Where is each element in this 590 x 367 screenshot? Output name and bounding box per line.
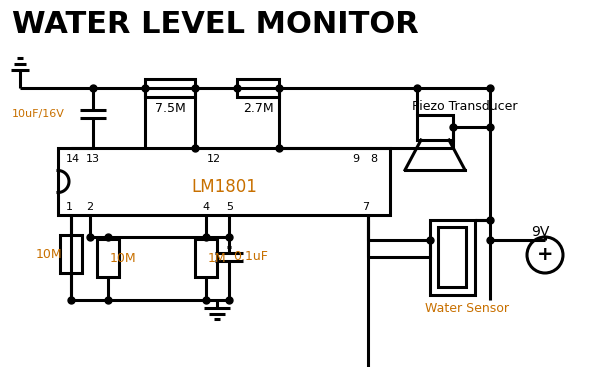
Text: 5: 5 [226, 202, 233, 212]
Bar [438, 227, 466, 287]
Text: Piezo Transducer: Piezo Transducer [412, 101, 517, 113]
Text: LM1801: LM1801 [191, 178, 257, 196]
Text: 14: 14 [66, 154, 80, 164]
Text: 1M: 1M [208, 251, 227, 265]
Text: 10uF/16V: 10uF/16V [12, 109, 65, 119]
Text: 9V: 9V [531, 225, 549, 239]
Text: WATER LEVEL MONITOR: WATER LEVEL MONITOR [12, 10, 419, 39]
Bar [58, 148, 390, 215]
Text: Water Sensor: Water Sensor [425, 302, 509, 316]
Text: 0.1uF: 0.1uF [233, 251, 268, 264]
Text: 1: 1 [66, 202, 73, 212]
Bar [430, 220, 475, 295]
Bar [97, 239, 119, 277]
Text: 2.7M: 2.7M [242, 102, 273, 115]
Text: 4: 4 [202, 202, 209, 212]
Bar [145, 79, 195, 97]
Bar [417, 115, 453, 140]
Text: 12: 12 [207, 154, 221, 164]
Text: 9: 9 [352, 154, 359, 164]
Text: 10M: 10M [36, 247, 63, 261]
Text: 2: 2 [86, 202, 93, 212]
Text: 10M: 10M [110, 251, 137, 265]
Text: 8: 8 [370, 154, 377, 164]
Bar [195, 239, 217, 277]
Bar [60, 235, 82, 273]
Text: 13: 13 [86, 154, 100, 164]
Bar [237, 79, 279, 97]
Text: 7: 7 [362, 202, 369, 212]
Text: 7.5M: 7.5M [155, 102, 185, 115]
Text: +: + [537, 246, 553, 265]
